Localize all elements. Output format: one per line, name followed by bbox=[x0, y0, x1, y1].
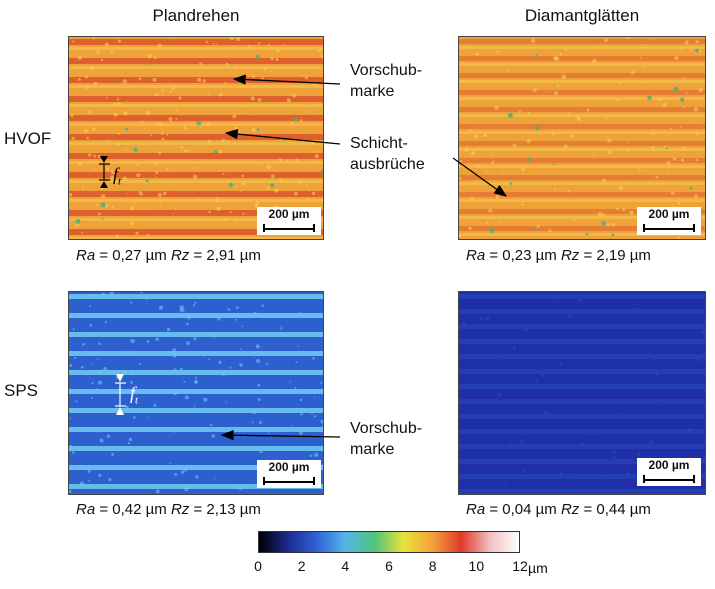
rz-value: = 2,19 µm bbox=[579, 247, 651, 264]
label-line: Schicht- bbox=[350, 135, 408, 152]
column-heading-diamantglaetten: Diamantglätten bbox=[524, 6, 640, 25]
scale-bar-line bbox=[263, 224, 315, 232]
roughness-hvof-plandrehen: Ra = 0,27 µm Rz = 2,91 µm bbox=[76, 247, 261, 264]
rz-value: = 2,91 µm bbox=[189, 247, 261, 264]
sps-plandrehen-surface bbox=[69, 292, 323, 494]
label-vorschubmarke-sps: Vorschub- marke bbox=[350, 418, 422, 460]
roughness-sps-diamantglaetten: Ra = 0,04 µm Rz = 0,44 µm bbox=[466, 501, 651, 518]
colorbar-tick-label: 10 bbox=[468, 558, 485, 574]
column-heading-plandrehen: Plandrehen bbox=[152, 6, 240, 25]
label-line: ausbrüche bbox=[350, 156, 425, 173]
ra-value: = 0,27 µm bbox=[95, 247, 171, 264]
scale-bar: 200 µm bbox=[637, 207, 701, 235]
scale-bar-label: 200 µm bbox=[648, 458, 690, 472]
ra-symbol: Ra bbox=[466, 501, 486, 518]
roughness-sps-plandrehen: Ra = 0,42 µm Rz = 2,13 µm bbox=[76, 501, 261, 518]
rz-symbol: Rz bbox=[560, 247, 580, 264]
ra-value: = 0,23 µm bbox=[485, 247, 561, 264]
colorbar-tick-label: 4 bbox=[341, 558, 350, 574]
scale-bar-line bbox=[263, 477, 315, 485]
colorbar-unit: µm bbox=[528, 560, 548, 576]
micrograph-sps-plandrehen: 200 µm bbox=[68, 291, 324, 495]
label-line: Vorschub- bbox=[350, 62, 423, 79]
colorbar-tick-label: 12 bbox=[512, 558, 528, 574]
ra-symbol: Ra bbox=[76, 247, 96, 264]
scale-bar-line bbox=[643, 224, 695, 232]
ra-value: = 0,04 µm bbox=[485, 501, 561, 518]
ra-symbol: Ra bbox=[466, 247, 486, 264]
rz-symbol: Rz bbox=[170, 501, 190, 518]
micrograph-sps-diamantglaetten: 200 µm bbox=[458, 291, 706, 495]
rz-value: = 2,13 µm bbox=[189, 501, 261, 518]
label-line: Vorschub- bbox=[350, 420, 423, 437]
roughness-hvof-diamantglaetten: Ra = 0,23 µm Rz = 2,19 µm bbox=[466, 247, 651, 264]
scale-bar-label: 200 µm bbox=[268, 460, 310, 474]
hvof-diamantglaetten-surface bbox=[459, 37, 705, 239]
colorbar-tick-label: 0 bbox=[254, 558, 262, 574]
rz-symbol: Rz bbox=[170, 247, 190, 264]
feed-symbol: f bbox=[113, 164, 119, 184]
micrograph-hvof-plandrehen: 200 µm bbox=[68, 36, 324, 240]
row-label-hvof: HVOF bbox=[4, 129, 52, 148]
label-line: marke bbox=[350, 441, 395, 458]
colorbar-tick-label: 8 bbox=[428, 558, 437, 574]
colorbar-tick-label: 6 bbox=[385, 558, 393, 574]
sps-diamantglaetten-surface bbox=[459, 292, 705, 494]
feed-label-sps: ft bbox=[130, 383, 138, 407]
scale-bar: 200 µm bbox=[257, 207, 321, 235]
ra-value: = 0,42 µm bbox=[95, 501, 171, 518]
scale-bar-line bbox=[643, 475, 695, 483]
scale-bar: 200 µm bbox=[637, 458, 701, 486]
rz-symbol: Rz bbox=[560, 501, 580, 518]
scale-bar: 200 µm bbox=[257, 460, 321, 488]
label-vorschubmarke-hvof: Vorschub- marke bbox=[350, 60, 422, 102]
scale-bar-label: 200 µm bbox=[268, 207, 310, 221]
feed-symbol: f bbox=[130, 383, 136, 403]
ra-symbol: Ra bbox=[76, 501, 96, 518]
colorbar-ticks: 0 2 4 6 8 10 12 bbox=[254, 558, 528, 578]
micrograph-hvof-diamantglaetten: 200 µm bbox=[458, 36, 706, 240]
label-line: marke bbox=[350, 83, 395, 100]
label-schichtausbrueche: Schicht- ausbrüche bbox=[350, 133, 425, 175]
feed-subscript: t bbox=[118, 175, 122, 188]
scale-bar-label: 200 µm bbox=[648, 207, 690, 221]
rz-value: = 0,44 µm bbox=[579, 501, 651, 518]
colorbar bbox=[258, 531, 520, 553]
feed-label-hvof: ft bbox=[113, 164, 121, 188]
colorbar-tick-label: 2 bbox=[297, 558, 306, 574]
row-label-sps: SPS bbox=[4, 381, 39, 400]
feed-subscript: t bbox=[135, 394, 139, 407]
